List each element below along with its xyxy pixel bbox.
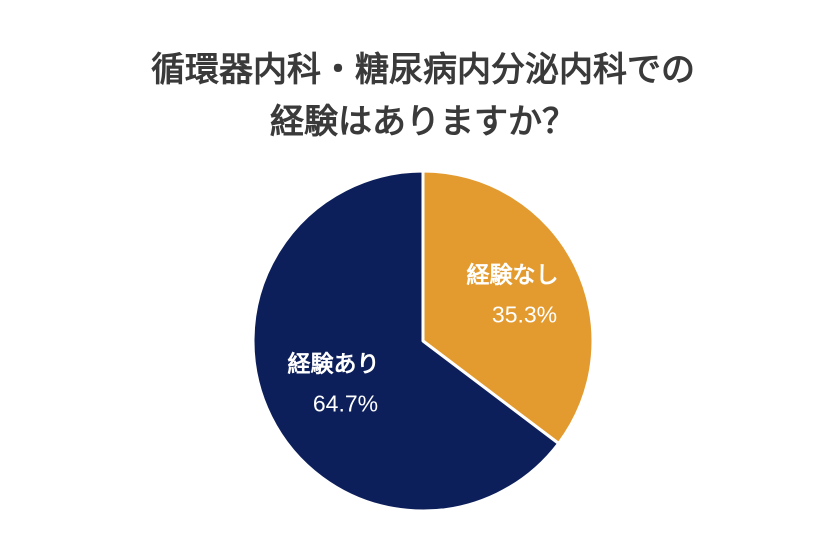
pie-slice xyxy=(421,169,595,445)
slice-value: 64.7% xyxy=(313,391,378,417)
slice-label: 経験あり xyxy=(287,351,379,377)
slice-label: 経験なし xyxy=(467,262,559,288)
chart-title: 経験はありますか？ xyxy=(270,103,576,141)
pie-slice xyxy=(251,169,561,513)
slice-value: 35.3% xyxy=(492,302,557,328)
chart-title: 循環器内科・糖尿病内分泌内科での xyxy=(151,51,695,89)
